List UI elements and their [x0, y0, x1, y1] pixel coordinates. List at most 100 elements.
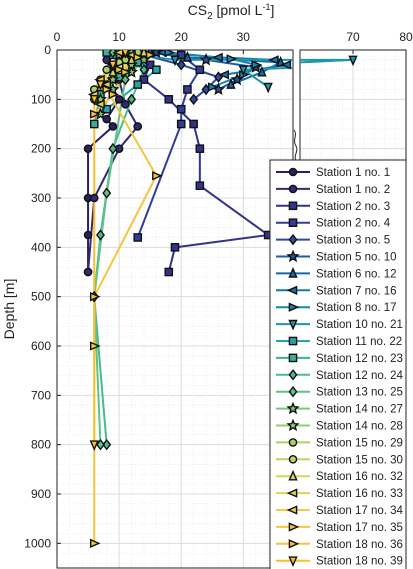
series-markers-right [348, 55, 358, 67]
legend-marker [288, 302, 300, 312]
legend-entry: Station 3 no. 5 [276, 233, 390, 247]
legend-marker [288, 336, 298, 346]
y-tick-label: 100 [31, 92, 51, 106]
legend-entry: Station 2 no. 3 [276, 201, 390, 213]
legend-label: Station 17 no. 34 [316, 505, 404, 517]
legend-marker [288, 438, 298, 447]
y-tick-label: 400 [31, 240, 51, 254]
data-point [280, 60, 292, 70]
legend-marker [288, 218, 298, 228]
data-point [89, 193, 99, 203]
data-point [89, 341, 101, 351]
legend-entry: Station 12 no. 23 [276, 353, 403, 365]
data-point [164, 267, 174, 277]
legend-label: Station 12 no. 23 [316, 353, 403, 365]
data-point [195, 144, 205, 153]
legend-entry: Station 18 no. 39 [276, 556, 403, 568]
data-point [89, 291, 101, 302]
y-tick-label: 800 [31, 438, 51, 452]
series-markers-left [83, 50, 292, 549]
y-axis-label: Depth [m] [1, 279, 17, 340]
legend-entry: Station 15 no. 30 [276, 454, 403, 466]
data-point [89, 440, 99, 452]
legend-marker [286, 505, 298, 515]
legend-entry: Station 6 no. 12 [276, 267, 397, 280]
legend-marker [288, 539, 300, 549]
legend-marker [286, 249, 300, 263]
legend-marker [288, 522, 300, 532]
data-point [164, 95, 174, 104]
legend-entry: Station 8 no. 17 [276, 302, 397, 314]
series-line-3 [131, 56, 270, 273]
series-line-22 [93, 54, 158, 544]
data-point [95, 229, 105, 241]
x-tick-label: 30 [237, 30, 251, 44]
data-point [195, 65, 205, 75]
legend-marker [288, 201, 298, 211]
legend-label: Station 13 no. 25 [316, 387, 403, 399]
data-point [121, 67, 132, 77]
legend-entry: Station 14 no. 27 [276, 401, 403, 416]
legend-marker [288, 353, 298, 363]
x-tick-label: 70 [346, 30, 360, 44]
data-point [275, 55, 286, 67]
legend-label: Station 1 no. 2 [316, 184, 390, 196]
data-point [226, 54, 238, 64]
data-point [133, 80, 143, 89]
x-tick-label: 0 [54, 30, 61, 44]
data-point [164, 50, 176, 58]
x-tick-label: 80 [399, 30, 413, 44]
legend-label: Station 14 no. 28 [316, 421, 403, 433]
data-point [89, 95, 99, 106]
data-point [83, 144, 93, 153]
legend-entry: Station 16 no. 32 [276, 469, 403, 483]
y-tick-label: 200 [31, 142, 51, 156]
legend-label: Station 2 no. 3 [316, 201, 390, 213]
data-point [218, 69, 229, 80]
data-point [152, 171, 163, 181]
data-point [121, 50, 130, 59]
legend-box [269, 159, 407, 569]
data-point [195, 181, 205, 190]
legend-label: Station 5 no. 10 [316, 252, 397, 264]
legend-label: Station 15 no. 30 [316, 454, 403, 466]
data-point [100, 79, 111, 90]
legend-entry: Station 10 no. 21 [276, 319, 403, 331]
data-point [95, 438, 105, 451]
legend-label: Station 16 no. 32 [316, 471, 403, 483]
legend-marker [286, 418, 300, 432]
legend-marker [288, 267, 298, 278]
y-tick-label: 500 [31, 290, 51, 304]
data-point [238, 65, 248, 77]
legend-marker [288, 369, 298, 381]
legend-entry: Station 17 no. 34 [276, 505, 404, 517]
legend-entry: Station 18 no. 36 [276, 539, 403, 551]
data-point [102, 187, 112, 199]
data-point [102, 65, 111, 75]
legend-label: Station 6 no. 12 [316, 268, 397, 280]
data-point [102, 114, 111, 124]
axis-ticks: 0 10 20 30 70 8001002003004005006007008009001… [24, 30, 413, 550]
y-tick-label: 300 [31, 191, 51, 205]
legend-label: Station 12 no. 24 [316, 370, 404, 382]
legend-label: Station 11 no. 22 [316, 336, 402, 348]
legend-entry: Station 13 no. 25 [276, 385, 403, 399]
data-point [133, 122, 143, 131]
data-point [124, 65, 139, 78]
data-point [89, 109, 101, 119]
data-point [114, 65, 126, 75]
legend-label: Station 17 no. 35 [316, 522, 403, 534]
data-point [133, 233, 143, 242]
data-point [121, 99, 130, 109]
data-point [251, 60, 263, 70]
legend-marker [286, 285, 298, 295]
data-point [108, 65, 118, 77]
data-point [102, 104, 111, 114]
legend-label: Station 18 no. 36 [316, 539, 403, 551]
legend: Station 1 no. 1 Station 1 no. 2 Station 2 … [269, 159, 407, 569]
legend-marker [286, 488, 298, 498]
series-line-10 [118, 51, 293, 88]
data-point [139, 63, 149, 76]
data-point [145, 60, 155, 70]
